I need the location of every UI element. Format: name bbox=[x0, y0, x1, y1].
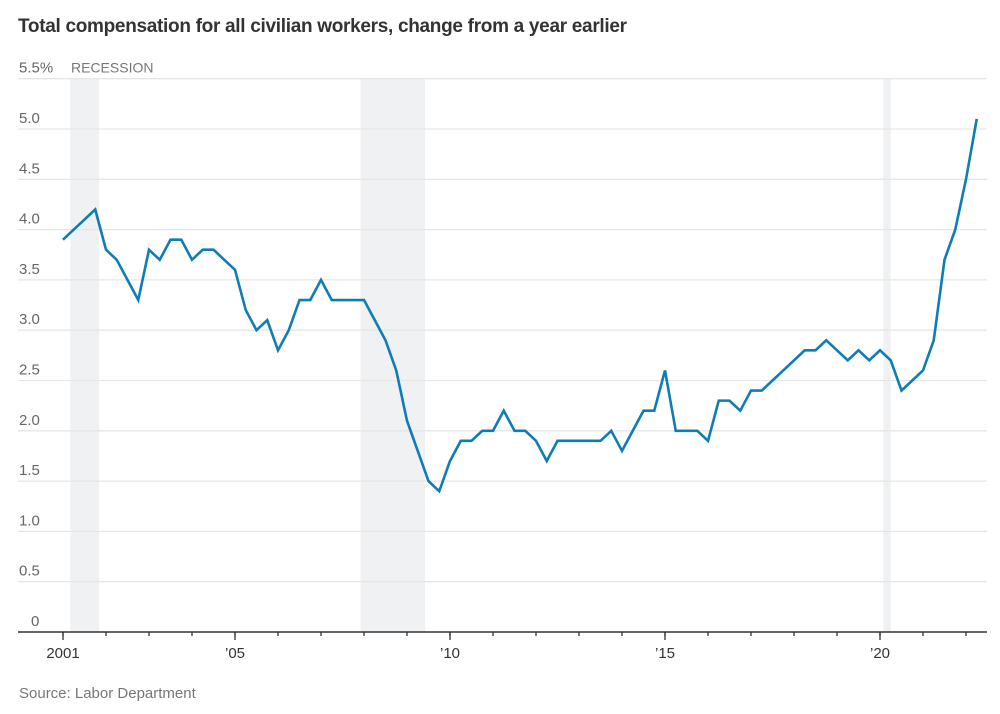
y-tick-label: 3.0 bbox=[19, 311, 40, 328]
x-tick-label: ’10 bbox=[440, 645, 460, 662]
y-tick-label: 3.5 bbox=[19, 261, 40, 278]
y-tick-label: 4.0 bbox=[19, 211, 40, 228]
y-tick-label: 1.0 bbox=[19, 512, 40, 529]
x-tick-label: ’15 bbox=[655, 645, 675, 662]
source-note: Source: Labor Department bbox=[19, 685, 196, 702]
y-tick-label: 0.5 bbox=[19, 563, 40, 580]
recession-legend-label: RECESSION bbox=[71, 60, 153, 76]
y-tick-label: 2.5 bbox=[19, 362, 40, 379]
x-tick-label: ’05 bbox=[225, 645, 245, 662]
y-axis-labels: 5.5% 5.0 4.5 4.0 3.5 3.0 2.5 2.0 1.5 1.0 0.5 0 bbox=[19, 60, 53, 630]
y-tick-label: 0 bbox=[31, 613, 39, 630]
y-tick-label: 2.0 bbox=[19, 412, 40, 429]
gridlines bbox=[18, 78, 987, 583]
recession-bands bbox=[70, 78, 891, 632]
series-line-total-compensation bbox=[62, 118, 979, 494]
recession-band bbox=[70, 78, 100, 632]
y-tick-label: 1.5 bbox=[19, 462, 40, 479]
x-axis-ticks: 2001 ’05 ’10 ’15 ’20 bbox=[46, 632, 967, 662]
x-tick-label: ’20 bbox=[870, 645, 890, 662]
y-tick-label: 5.0 bbox=[19, 110, 40, 127]
y-tick-label: 4.5 bbox=[19, 160, 40, 177]
x-tick-label: 2001 bbox=[46, 645, 79, 662]
y-tick-label: 5.5% bbox=[19, 60, 53, 77]
recession-band bbox=[360, 78, 426, 632]
chart-title: Total compensation for all civilian work… bbox=[18, 16, 627, 37]
